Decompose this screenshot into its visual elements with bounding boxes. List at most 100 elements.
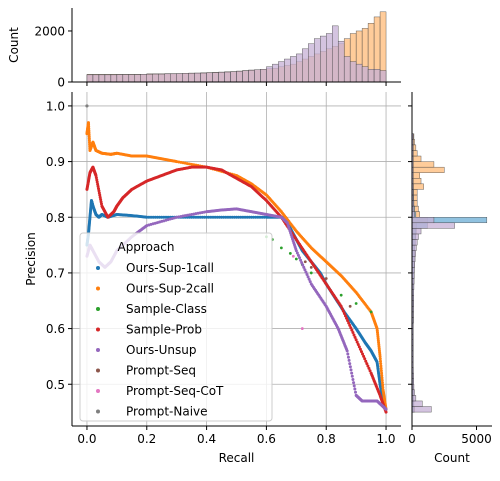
histogram-bar	[158, 73, 165, 83]
data-point	[356, 342, 360, 346]
data-point	[222, 215, 226, 219]
x-tick-label: 0.8	[317, 432, 336, 446]
data-point	[384, 407, 388, 411]
data-point	[349, 326, 353, 330]
data-point	[380, 376, 384, 380]
series-ours-sup-2call	[85, 121, 388, 411]
data-point	[355, 340, 359, 344]
data-point	[196, 215, 200, 219]
histogram-bar	[411, 400, 423, 407]
data-point	[378, 357, 382, 361]
data-point	[349, 368, 353, 372]
right-histogram: 0 5000 Count	[408, 92, 492, 465]
data-point	[160, 215, 164, 219]
data-point	[378, 354, 382, 358]
data-point	[348, 362, 352, 366]
data-point	[354, 302, 358, 305]
data-point	[378, 359, 382, 363]
data-point	[149, 215, 153, 219]
data-point	[209, 215, 213, 219]
legend: Approach Ours-Sup-1call Ours-Sup-2call Samp…	[79, 232, 273, 422]
data-point	[303, 260, 307, 264]
data-point	[224, 215, 228, 219]
histogram-bar	[411, 161, 435, 168]
data-point	[379, 364, 383, 368]
legend-box	[79, 232, 273, 422]
data-point	[232, 215, 236, 219]
histogram-bar	[302, 48, 309, 83]
data-point	[260, 215, 264, 219]
data-point	[307, 277, 311, 281]
data-point	[295, 251, 299, 255]
histogram-bar	[314, 38, 321, 83]
histogram-bar	[92, 74, 100, 83]
data-point	[155, 215, 159, 219]
histogram-bar	[164, 73, 171, 83]
y-tick-label: 0.9	[46, 155, 65, 169]
data-point	[354, 338, 358, 342]
data-point	[347, 358, 351, 362]
data-point	[368, 369, 372, 373]
data-point	[291, 254, 295, 258]
data-point	[384, 410, 388, 414]
data-point	[341, 309, 345, 313]
data-point	[228, 215, 232, 219]
y-axis-label: Precision	[24, 232, 38, 286]
x-tick-label: 1.0	[376, 432, 395, 446]
legend-marker	[96, 266, 100, 270]
x-tick-label: 0.6	[257, 432, 276, 446]
legend-label: Sample-Prob	[126, 323, 202, 337]
right-hist-ours-sup-2call	[411, 133, 445, 413]
data-point	[202, 215, 206, 219]
data-point	[303, 268, 307, 272]
histogram-bar	[361, 66, 369, 83]
data-point	[324, 277, 328, 280]
histogram-bar	[224, 71, 231, 83]
data-point	[85, 104, 89, 108]
legend-label: Prompt-Naive	[126, 405, 208, 419]
data-point	[300, 327, 304, 330]
data-point	[237, 215, 241, 219]
top-hist-tick-label: 2000	[34, 24, 65, 38]
histogram-bar	[379, 70, 387, 83]
data-point	[342, 311, 346, 315]
data-point	[380, 378, 384, 382]
legend-label: Ours-Sup-2call	[126, 282, 214, 296]
right-hist-tick-label: 0	[408, 432, 416, 446]
histogram-bar	[296, 53, 303, 83]
data-point	[217, 215, 221, 219]
data-point	[346, 355, 350, 359]
x-tick-label: 0.2	[137, 432, 156, 446]
data-point	[348, 365, 352, 369]
histogram-bar	[337, 40, 345, 83]
data-point	[309, 265, 313, 269]
legend-marker	[96, 307, 100, 311]
histogram-bar	[206, 72, 213, 83]
histogram-bar	[320, 35, 327, 83]
histogram-bar	[188, 73, 195, 83]
data-point	[353, 335, 357, 339]
histogram-bar	[176, 73, 183, 83]
histogram-bar	[248, 70, 255, 83]
histogram-bar	[260, 69, 267, 83]
histogram-bar	[236, 71, 243, 83]
legend-label: Prompt-Seq-CoT	[126, 384, 224, 398]
data-point	[164, 215, 168, 219]
histogram-bar	[308, 43, 315, 83]
histogram-bar	[343, 56, 351, 83]
data-point	[379, 362, 383, 366]
histogram-bar	[411, 239, 418, 246]
legend-label: Sample-Class	[126, 302, 207, 316]
data-point	[258, 215, 262, 219]
data-point	[348, 323, 352, 327]
data-point	[380, 381, 384, 385]
data-point	[151, 215, 155, 219]
series-prompt-seq-cot	[291, 254, 304, 330]
data-point	[379, 366, 383, 370]
histogram-bar	[194, 72, 201, 83]
histogram-bar	[254, 69, 261, 83]
data-point	[306, 275, 310, 279]
data-point	[353, 390, 357, 394]
data-point	[294, 249, 298, 253]
data-point	[379, 369, 383, 373]
